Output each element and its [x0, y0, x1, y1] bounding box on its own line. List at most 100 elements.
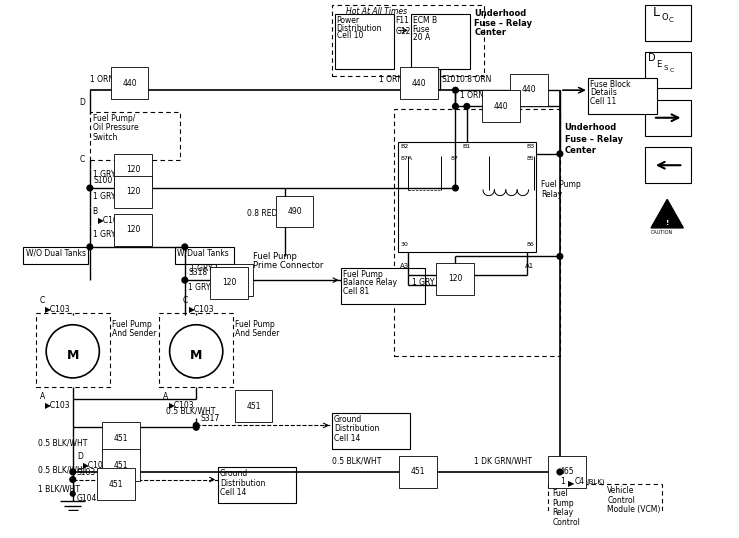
- Text: S: S: [664, 65, 668, 70]
- Text: B: B: [92, 207, 98, 216]
- Text: S103: S103: [77, 468, 96, 477]
- Text: Distribution: Distribution: [334, 424, 379, 434]
- Text: B3: B3: [526, 144, 534, 150]
- Text: F11: F11: [395, 16, 409, 25]
- Bar: [332, 5, 484, 76]
- Text: Cell 14: Cell 14: [334, 434, 361, 443]
- Text: D: D: [78, 452, 84, 461]
- Text: W/O Dual Tanks: W/O Dual Tanks: [27, 249, 86, 258]
- Text: ▶C103: ▶C103: [45, 400, 71, 409]
- Text: ECM B: ECM B: [412, 16, 437, 25]
- Text: ▶C103: ▶C103: [188, 304, 214, 313]
- Text: Center: Center: [565, 146, 596, 155]
- Text: 1 GRY: 1 GRY: [92, 170, 115, 179]
- Circle shape: [464, 103, 470, 109]
- Text: Cell 81: Cell 81: [344, 287, 370, 296]
- Text: Underhood: Underhood: [474, 10, 527, 18]
- Bar: [645, 52, 691, 88]
- Bar: [335, 14, 394, 69]
- Text: C: C: [668, 17, 673, 23]
- Circle shape: [194, 422, 199, 428]
- Text: L: L: [653, 6, 660, 19]
- Text: 1 GRY: 1 GRY: [92, 192, 115, 201]
- Text: 440: 440: [494, 102, 508, 111]
- Text: Underhood: Underhood: [565, 123, 617, 132]
- Text: S317: S317: [200, 414, 219, 422]
- Text: 120: 120: [448, 274, 462, 284]
- Text: ▶C103: ▶C103: [84, 459, 109, 469]
- Text: Pump: Pump: [552, 499, 574, 507]
- Text: Cell 11: Cell 11: [590, 97, 616, 106]
- Text: Fuse – Relay: Fuse – Relay: [565, 135, 623, 144]
- Text: (BLK): (BLK): [587, 479, 605, 485]
- Text: 1 DK GRN/WHT: 1 DK GRN/WHT: [474, 456, 532, 465]
- Bar: [411, 14, 470, 69]
- Text: Fuse: Fuse: [412, 25, 430, 34]
- Circle shape: [452, 87, 458, 93]
- Text: ▶C103: ▶C103: [45, 304, 71, 313]
- Text: 120: 120: [228, 275, 242, 285]
- Circle shape: [87, 244, 92, 250]
- Text: Fuel: Fuel: [552, 489, 568, 498]
- Text: W/Dual Tanks: W/Dual Tanks: [177, 249, 229, 258]
- Text: Relay: Relay: [552, 508, 573, 517]
- Text: 0.8 ORN: 0.8 ORN: [460, 75, 491, 83]
- Text: 120: 120: [126, 165, 140, 174]
- Text: D: D: [648, 53, 655, 63]
- Text: ▶: ▶: [568, 479, 574, 487]
- Text: 440: 440: [412, 79, 426, 88]
- Bar: [90, 112, 180, 160]
- Text: 87A: 87A: [401, 155, 412, 161]
- Text: And Sender: And Sender: [235, 329, 279, 338]
- Text: 451: 451: [247, 402, 261, 410]
- Circle shape: [557, 151, 562, 157]
- Bar: [645, 5, 691, 41]
- Text: 120: 120: [126, 187, 140, 196]
- Text: Fuel Pump: Fuel Pump: [344, 270, 383, 279]
- Bar: [218, 467, 296, 503]
- Text: 1 ORN: 1 ORN: [460, 91, 484, 100]
- Text: 451: 451: [114, 434, 128, 443]
- Text: 120: 120: [222, 278, 236, 287]
- Text: S101: S101: [441, 75, 460, 83]
- Circle shape: [70, 477, 75, 483]
- Text: 451: 451: [114, 461, 128, 470]
- Bar: [645, 147, 691, 183]
- Text: 465: 465: [560, 467, 574, 476]
- Bar: [394, 109, 560, 356]
- Text: Fuel Pump: Fuel Pump: [112, 320, 151, 329]
- Text: 120: 120: [126, 225, 140, 234]
- Text: Fuel Pump/: Fuel Pump/: [92, 114, 135, 123]
- Text: 440: 440: [122, 79, 137, 88]
- Text: M: M: [67, 349, 79, 362]
- Text: S100: S100: [94, 176, 113, 185]
- Bar: [398, 143, 537, 252]
- Text: 0.5 BLK/WHT: 0.5 BLK/WHT: [166, 406, 215, 415]
- Text: Relay: Relay: [541, 190, 562, 199]
- Text: Center: Center: [474, 29, 506, 38]
- Text: B2: B2: [401, 144, 409, 150]
- Bar: [175, 247, 234, 264]
- Bar: [159, 313, 234, 387]
- Text: Oil Pressure: Oil Pressure: [92, 123, 138, 132]
- Text: A1: A1: [525, 263, 534, 269]
- Text: Control: Control: [607, 495, 636, 505]
- Text: M: M: [190, 349, 202, 362]
- Text: 1 BLK/WHT: 1 BLK/WHT: [38, 484, 80, 493]
- Text: 0.5 BLK/WHT: 0.5 BLK/WHT: [38, 438, 87, 448]
- Text: A3: A3: [401, 263, 409, 269]
- Text: Vehicle: Vehicle: [607, 486, 635, 495]
- Text: 1: 1: [560, 477, 565, 486]
- Text: Balance Relay: Balance Relay: [344, 278, 398, 287]
- Text: C: C: [39, 296, 45, 305]
- Bar: [588, 78, 657, 114]
- Polygon shape: [562, 527, 598, 538]
- Text: E: E: [655, 60, 661, 69]
- Text: Ground: Ground: [220, 469, 248, 478]
- Text: ▶C103: ▶C103: [98, 215, 124, 224]
- Text: Fuse – Relay: Fuse – Relay: [474, 19, 532, 28]
- Circle shape: [182, 244, 188, 250]
- Text: Fuel Pump: Fuel Pump: [253, 252, 297, 260]
- Text: 0.5 BLK/WHT: 0.5 BLK/WHT: [332, 456, 381, 465]
- Circle shape: [70, 469, 75, 475]
